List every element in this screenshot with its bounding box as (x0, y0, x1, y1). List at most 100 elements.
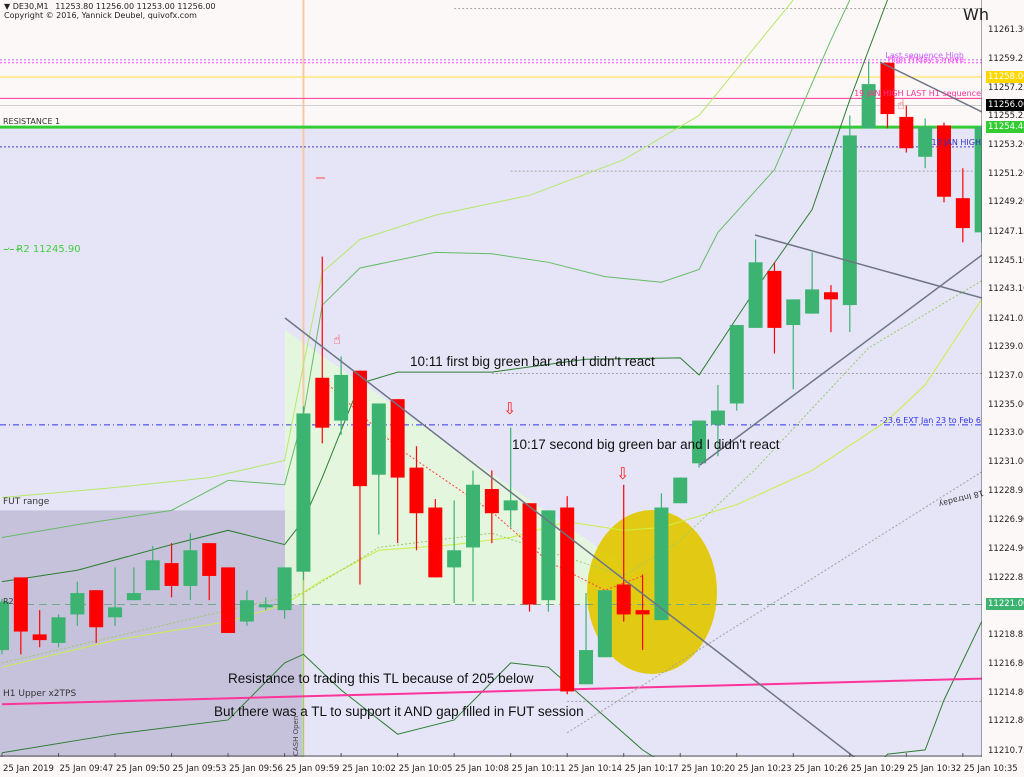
down-arrow-icon: ⇩ (616, 464, 630, 483)
candle-body (616, 584, 631, 615)
price-tick: 11214.80 (988, 687, 1024, 698)
indicator-band-lower (1, 653, 655, 757)
candle-body (786, 299, 801, 326)
candle-body (748, 262, 763, 328)
candle-body (654, 507, 669, 621)
r2-dash-icon: –·– (3, 244, 14, 255)
candle-body (126, 593, 141, 601)
jan18-high-label: 18 JAN HIGH (931, 138, 981, 147)
symbol-label: DE30,M1 (12, 2, 49, 11)
candle-body (842, 135, 857, 306)
down-arrow-icon: ⇩ (503, 399, 517, 418)
annotation-second-bar: 10:17 second big green bar and I didn't … (512, 437, 780, 452)
candle-body (484, 488, 499, 514)
trendline (699, 254, 982, 466)
time-tick: 25 Jan 10:02 (342, 764, 396, 774)
price-tick: 11233.00 (988, 428, 1024, 439)
candle-body (334, 374, 349, 421)
candle-body (0, 601, 9, 651)
candle-body (503, 500, 518, 511)
candle-body (823, 292, 838, 300)
time-tick: 25 Jan 10:23 (737, 764, 792, 774)
last-sequence-high-label: Last sequence High (885, 51, 964, 60)
candle-body (937, 125, 951, 197)
corner-text: Wh (963, 5, 989, 24)
price-tick: 11235.00 (988, 399, 1024, 410)
fut-range-label: FUT range (3, 497, 50, 507)
candle-body (145, 560, 160, 591)
trendline (879, 61, 982, 113)
candle-body (899, 116, 914, 149)
indicator-band-upper (1, 0, 851, 538)
time-tick: 25 Jan 10:20 (681, 764, 736, 774)
candle-body (861, 84, 876, 129)
candle-body (541, 510, 556, 601)
price-tick: 11241.05 (988, 313, 1024, 324)
time-tick: 25 Jan 10:29 (850, 764, 905, 774)
candle-body (258, 604, 273, 608)
time-tick: 25 Jan 10:08 (455, 764, 509, 774)
time-tick: 25 Jan 09:59 (285, 764, 340, 774)
candle-body (597, 590, 612, 658)
indicator-moving-average (1, 299, 982, 668)
ohlc-readout: 11253.80 11256.00 11253.00 11256.00 (55, 2, 216, 11)
price-tick: 11253.20 (988, 140, 1024, 151)
price-tick: 11228.95 (988, 486, 1024, 497)
annotation-resistance: Resistance to trading this TL because of… (228, 671, 534, 686)
highlight-ellipse (587, 510, 717, 674)
candle-body (352, 370, 367, 487)
candle-body (239, 600, 254, 622)
time-tick: 25 Jan 10:32 (907, 764, 962, 774)
time-tick: 25 Jan 10:35 (963, 764, 1018, 774)
annotation-support: But there was a TL to support it AND gap… (214, 704, 584, 719)
hand-pointer-icon: ☝ (897, 98, 905, 113)
candle-body (315, 377, 330, 428)
candle-body (710, 410, 725, 425)
price-tick: 11216.80 (988, 659, 1024, 670)
candle-body (164, 563, 179, 586)
price-tick: 11226.90 (988, 515, 1024, 526)
time-tick: 25 Jan 2019 (3, 764, 54, 774)
chart-header: ▼ DE30,M1 11253.80 11256.00 11253.00 112… (4, 2, 216, 11)
candle-body (409, 467, 424, 514)
h1-upper-label: H1 Upper x2TPS (3, 689, 77, 699)
price-tick: 11251.20 (988, 168, 1024, 179)
price-label: 11258.00 (986, 70, 1024, 83)
copyright-text: Copyright © 2016, Yannick Deubel, quivof… (4, 11, 197, 20)
r2-label: R2 (3, 597, 14, 606)
candle-body (32, 634, 47, 641)
candle-body (108, 607, 123, 618)
candle-body (428, 507, 443, 578)
time-tick: 25 Jan 10:05 (398, 764, 453, 774)
time-tick: 25 Jan 10:26 (794, 764, 849, 774)
price-chart[interactable] (0, 0, 982, 757)
price-tick: 11210.75 (988, 745, 1024, 756)
price-tick: 11247.15 (988, 226, 1024, 237)
indicator-h1-upper (1, 677, 982, 706)
time-tick: 25 Jan 09:56 (229, 764, 283, 774)
candle-body (13, 577, 28, 632)
price-tick: 11212.80 (988, 716, 1024, 727)
candle-body (202, 543, 217, 576)
price-tick: 11255.25 (988, 111, 1024, 122)
time-tick: 25 Jan 10:14 (568, 764, 623, 774)
trendline (754, 234, 982, 299)
price-tick: 11222.85 (988, 573, 1024, 584)
indicator-intraday-trend (566, 471, 982, 734)
indicator-moving-average-dotted (1, 280, 982, 664)
candle-body (522, 503, 537, 605)
price-tick: 11231.00 (988, 456, 1024, 467)
candle-body (880, 62, 895, 115)
candle-body (277, 567, 292, 611)
time-tick: 25 Jan 10:17 (624, 764, 679, 774)
indicator-band-lower-right (884, 621, 982, 757)
candle-body (918, 126, 933, 157)
candle-body (447, 550, 462, 568)
jan19-high-label: 19 JAN HIGH LAST H1 sequence (854, 89, 981, 98)
price-label: 11254.48 (986, 121, 1024, 134)
hand-pointer-icon: ☝ (333, 333, 341, 348)
resistance-1-label: RESISTANCE 1 (3, 117, 61, 126)
candle-body (51, 617, 66, 643)
dropdown-triangle-icon[interactable]: ▼ (4, 2, 11, 11)
r2-upper-text: R2 11245.90 (16, 244, 81, 255)
